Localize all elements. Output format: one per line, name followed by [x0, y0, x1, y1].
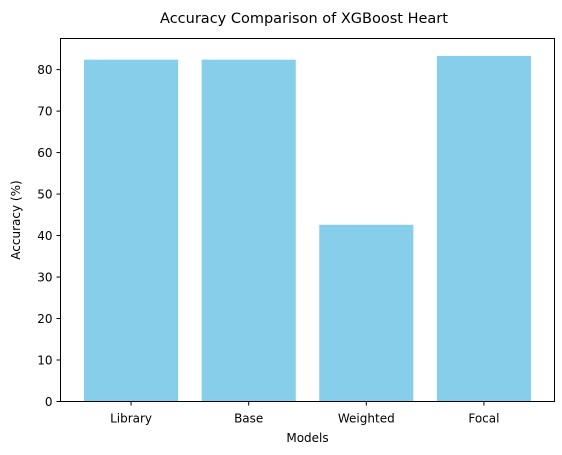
y-tick-label-80: 80 — [37, 63, 52, 77]
y-tick-label-40: 40 — [37, 229, 52, 243]
bar-base — [201, 59, 296, 402]
x-tick-label-library: Library — [110, 412, 152, 426]
bar-weighted — [319, 224, 414, 402]
y-tick-label-70: 70 — [37, 105, 52, 119]
x-axis-label: Models — [286, 431, 328, 445]
x-tick-label-weighted: Weighted — [338, 412, 395, 426]
chart-title: Accuracy Comparison of XGBoost Heart — [160, 11, 448, 27]
bar-focal — [436, 55, 531, 402]
y-tick-label-10: 10 — [37, 354, 52, 368]
plot-frame — [60, 38, 555, 402]
y-tick-label-30: 30 — [37, 271, 52, 285]
plot-area: 0 10 20 30 40 50 60 70 80 Library Base Weighted Foc… — [37, 38, 555, 426]
y-tick-label-50: 50 — [37, 188, 52, 202]
x-tick-label-base: Base — [234, 412, 263, 426]
y-tick-label-20: 20 — [37, 312, 52, 326]
bars — [84, 55, 531, 402]
x-axis-ticks: Library Base Weighted Focal — [110, 401, 499, 426]
x-tick-label-focal: Focal — [468, 412, 499, 426]
y-axis-ticks: 0 10 20 30 40 50 60 70 80 — [37, 63, 61, 409]
y-axis-label: Accuracy (%) — [9, 180, 23, 259]
y-tick-label-60: 60 — [37, 146, 52, 160]
y-tick-label-0: 0 — [45, 395, 53, 409]
bar-library — [84, 59, 179, 402]
